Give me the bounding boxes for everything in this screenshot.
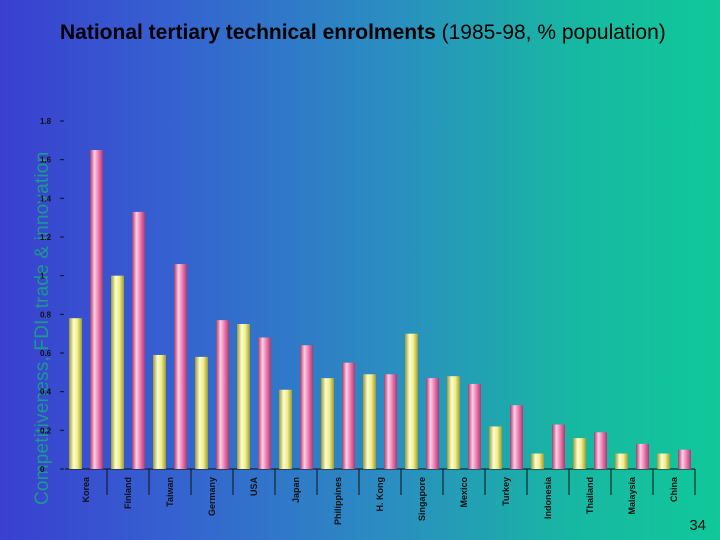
bar-a-mexico (447, 376, 460, 469)
y-tick-label: 1.8 (40, 117, 52, 126)
y-tick-label: 0.4 (40, 388, 52, 397)
y-tick-label: 1.2 (40, 233, 52, 242)
title-bold: National tertiary technical enrolments (60, 21, 436, 44)
bar-a-philippines (321, 378, 334, 469)
bar-a-turkey (489, 426, 502, 469)
bar-a-h-kong (363, 374, 376, 469)
bar-b-turkey (510, 405, 523, 469)
bar-a-taiwan (153, 354, 166, 469)
x-category-label: Singapore (417, 477, 427, 521)
bar-b-korea (90, 150, 103, 469)
bar-b-thailand (594, 432, 607, 469)
y-tick-label: 0.6 (40, 349, 52, 358)
bar-a-singapore (405, 333, 418, 469)
bar-b-finland (132, 211, 145, 469)
y-tick-label: 1.4 (40, 194, 52, 203)
y-tick-label: 1.6 (40, 156, 52, 165)
bar-a-finland (111, 275, 124, 469)
bar-b-malaysia (636, 443, 649, 469)
x-category-label: Taiwan (165, 477, 175, 507)
x-category-label: Thailand (585, 477, 595, 514)
bar-b-japan (300, 345, 313, 469)
x-category-label: H. Kong (375, 477, 385, 512)
y-tick-label: 1 (40, 272, 45, 281)
bar-a-korea (69, 318, 82, 469)
y-tick-label: 0.2 (40, 426, 52, 435)
bar-b-china (678, 449, 691, 469)
bar-a-china (657, 453, 670, 469)
title-rest: (1985-98, % population) (435, 21, 666, 44)
bar-b-indonesia (552, 424, 565, 469)
bar-a-usa (237, 324, 250, 469)
x-category-label: Korea (81, 476, 91, 503)
bar-b-h-kong (384, 374, 397, 469)
x-category-label: Indonesia (543, 476, 553, 519)
y-tick-label: 0.8 (40, 310, 52, 319)
y-tick-label: 0 (40, 465, 45, 474)
bar-a-malaysia (615, 453, 628, 469)
page-number: 34 (689, 517, 706, 534)
bar-b-usa (258, 337, 271, 469)
bar-b-philippines (342, 362, 355, 469)
bar-b-mexico (468, 383, 481, 469)
x-category-label: Philippines (333, 477, 343, 525)
x-category-label: China (669, 476, 679, 502)
page-title: National tertiary technical enrolments (… (60, 20, 680, 45)
x-category-label: USA (249, 477, 259, 497)
x-category-label: Finland (123, 477, 133, 509)
bar-b-taiwan (174, 264, 187, 469)
x-category-label: Japan (291, 477, 301, 503)
bar-b-germany (216, 320, 229, 469)
bar-a-indonesia (531, 453, 544, 469)
x-category-label: Malaysia (627, 476, 637, 515)
x-category-label: Turkey (501, 477, 511, 506)
bar-a-thailand (573, 438, 586, 469)
x-category-label: Germany (207, 477, 217, 516)
bar-a-japan (279, 389, 292, 469)
bar-b-singapore (426, 378, 439, 469)
x-category-label: Mexico (459, 477, 469, 508)
bar-a-germany (195, 356, 208, 469)
